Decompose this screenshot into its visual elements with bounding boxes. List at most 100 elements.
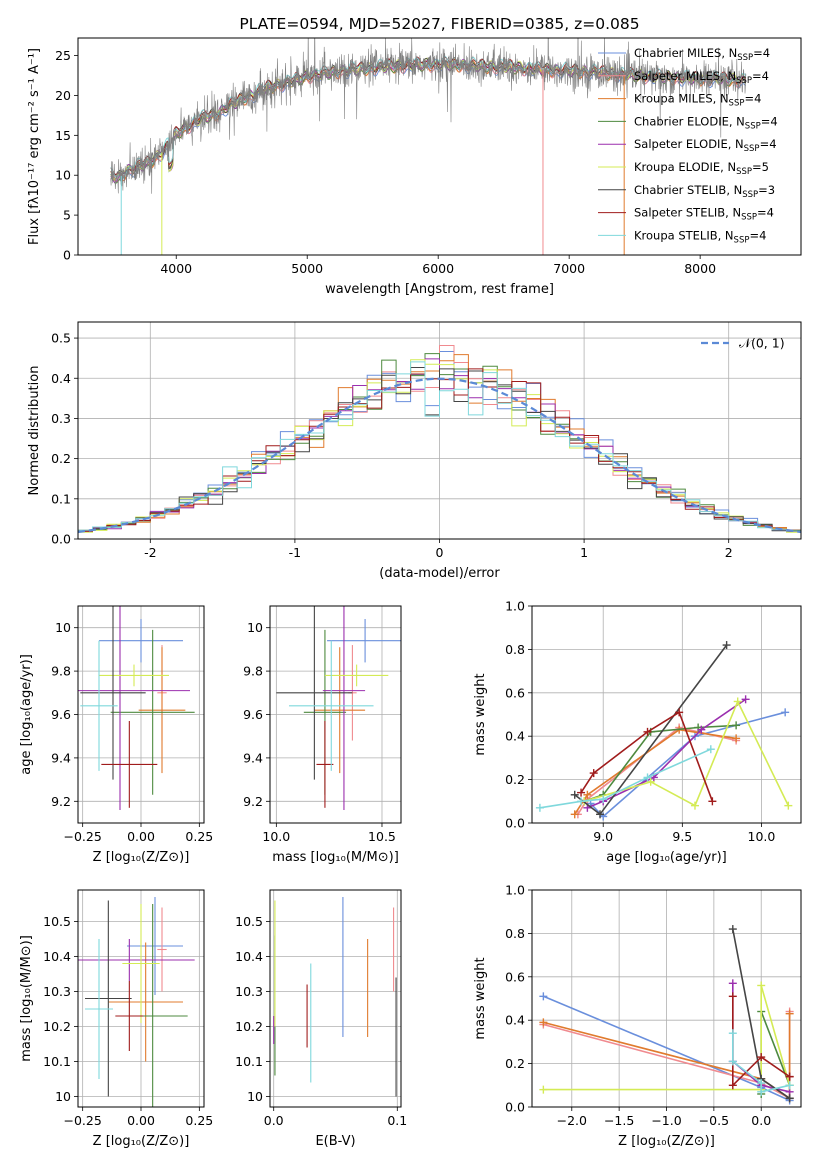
y-axis-label: mass [log₁₀(M/M⊙)] <box>19 935 34 1062</box>
chart-mass-vs-ebv: 0.0 0.1 10 10.1 10.2 10.3 10.4 10.5 E(B-V) <box>235 889 407 1149</box>
legend-tail: =3 <box>758 183 775 197</box>
y-tick-label: 10.2 <box>235 1019 263 1034</box>
y-tick-label: 10.5 <box>43 914 71 929</box>
errorbar-point <box>99 664 169 687</box>
chart-weight-vs-age: 9.0 9.5 10.0 0.0 0.2 0.4 0.6 0.8 1.0 age [log₁₀(a… <box>473 599 802 865</box>
plot-area <box>276 606 401 810</box>
x-tick-label: 0.00 <box>127 1113 155 1128</box>
histogram-steps <box>78 359 801 533</box>
errorbar-point <box>316 721 334 808</box>
weight-point-marker <box>741 695 750 704</box>
x-tick-label: 2 <box>725 545 733 560</box>
y-tick-label: 0.6 <box>505 969 525 984</box>
weight-series-line <box>539 748 712 809</box>
legend-tail: =4 <box>753 46 770 60</box>
weight-point-marker <box>728 1029 737 1038</box>
legend-sub: SSP <box>745 121 761 131</box>
legend-label: Salpeter STELIB, N <box>634 206 741 220</box>
x-tick-label: 10.0 <box>748 829 776 844</box>
errorbar-point <box>99 619 183 663</box>
y-tick-label: 10 <box>55 620 71 635</box>
weight-point-marker <box>570 790 579 799</box>
legend-sub: SSP <box>734 235 750 245</box>
legend-entry: Kroupa MILES, NSSP=4 <box>634 92 761 109</box>
y-tick-label: 9.4 <box>243 750 263 765</box>
legend-entry: Kroupa ELODIE, NSSP=5 <box>634 160 769 177</box>
weight-point-marker <box>732 734 741 743</box>
x-tick-label: −0.5 <box>699 1113 729 1128</box>
weight-point-marker <box>732 721 741 730</box>
legend-entry: Salpeter MILES, NSSP=4 <box>634 69 769 86</box>
weight-point-marker <box>728 925 737 934</box>
chart-weight-vs-z: −2.0 −1.5 −1.0 −0.5 0.0 0.0 0.2 0.4 0.6 0.8 1.0 Z [… <box>473 883 802 1149</box>
weight-point-marker <box>596 810 605 819</box>
y-tick-label: 10.2 <box>43 1019 71 1034</box>
errorbar-point <box>78 939 195 981</box>
errorbar-point <box>138 647 186 774</box>
weight-point-marker <box>539 1085 548 1094</box>
weight-point-marker <box>784 801 793 810</box>
y-tick-label: 10.4 <box>235 949 263 964</box>
y-tick-label: 10.3 <box>43 984 71 999</box>
x-tick-label: 5000 <box>291 261 323 276</box>
errorbar-point <box>110 629 195 795</box>
y-tick-label: 10.4 <box>43 949 71 964</box>
errorbar-point <box>157 907 167 992</box>
y-tick-label: 5 <box>63 208 71 223</box>
errorbar-point <box>101 721 158 808</box>
chart-age-vs-mass: 10.0 10.5 9.2 9.4 9.6 9.8 10 mass [log₁₀(M/M⊙)] <box>243 605 402 865</box>
legend-label: Kroupa STELIB, N <box>634 228 734 242</box>
y-tick-label: 9.6 <box>243 707 263 722</box>
legend-label: Chabrier MILES, N <box>634 46 737 60</box>
y-tick-label: 10.5 <box>235 914 263 929</box>
y-axis-label: Normed distribution <box>27 366 42 496</box>
plot-area <box>78 345 801 534</box>
weight-point-marker <box>599 795 608 804</box>
legend-tail: =4 <box>761 114 778 128</box>
errorbar-point <box>108 942 183 1062</box>
legend-tail: =5 <box>752 160 769 174</box>
weight-series-line <box>543 985 791 1091</box>
x-tick-label: -2 <box>144 545 156 560</box>
legend-label: Kroupa ELODIE, N <box>634 160 736 174</box>
errorbar-point <box>115 981 144 1051</box>
weight-point-marker <box>577 797 586 806</box>
legend-label: Salpeter ELODIE, N <box>634 137 744 151</box>
weight-point-marker <box>728 1081 737 1090</box>
weight-point-marker <box>690 801 699 810</box>
y-tick-label: 0.4 <box>505 1013 525 1028</box>
weight-point-marker <box>728 1057 737 1066</box>
legend-label: Chabrier ELODIE, N <box>634 114 745 128</box>
errorbar-point <box>322 606 366 810</box>
weight-point-marker <box>785 1009 794 1018</box>
y-tick-label: 0.2 <box>505 1056 525 1071</box>
x-tick-label: 8000 <box>684 261 716 276</box>
weight-point-marker <box>722 641 731 650</box>
errorbar-point <box>80 640 118 771</box>
x-tick-label: −0.25 <box>64 829 102 844</box>
weight-point-marker <box>757 1079 766 1088</box>
errorbar-point <box>289 640 374 771</box>
y-tick-label: 0.8 <box>505 926 525 941</box>
legend-entry: Chabrier ELODIE, NSSP=4 <box>634 114 778 131</box>
y-tick-label: 0.2 <box>505 772 525 787</box>
y-tick-label: 10 <box>55 1089 71 1104</box>
y-tick-label: 0.1 <box>51 491 71 506</box>
y-tick-label: 9.4 <box>51 750 71 765</box>
x-axis-label: Z [log₁₀(Z/Z⊙)] <box>93 1134 190 1149</box>
y-tick-label: 10 <box>247 1089 263 1104</box>
y-tick-label: 0 <box>63 248 71 263</box>
weight-point-marker <box>643 727 652 736</box>
weight-point-marker <box>757 1053 766 1062</box>
y-tick-label: 9.2 <box>51 794 71 809</box>
weight-point-marker <box>757 981 766 990</box>
errorbar-point <box>80 606 146 780</box>
x-tick-label: 0.25 <box>185 1113 213 1128</box>
x-tick-label: 9.0 <box>593 829 613 844</box>
x-tick-label: −1.0 <box>651 1113 681 1128</box>
legend-entry: Chabrier MILES, NSSP=4 <box>634 46 770 63</box>
weight-point-marker <box>539 1018 548 1027</box>
legend-entry: 𝒩(0, 1) <box>739 336 785 351</box>
errorbar-point <box>78 606 190 810</box>
chart-spectrum: PLATE=0594, MJD=52027, FIBERID=0385, z=0… <box>27 15 802 297</box>
